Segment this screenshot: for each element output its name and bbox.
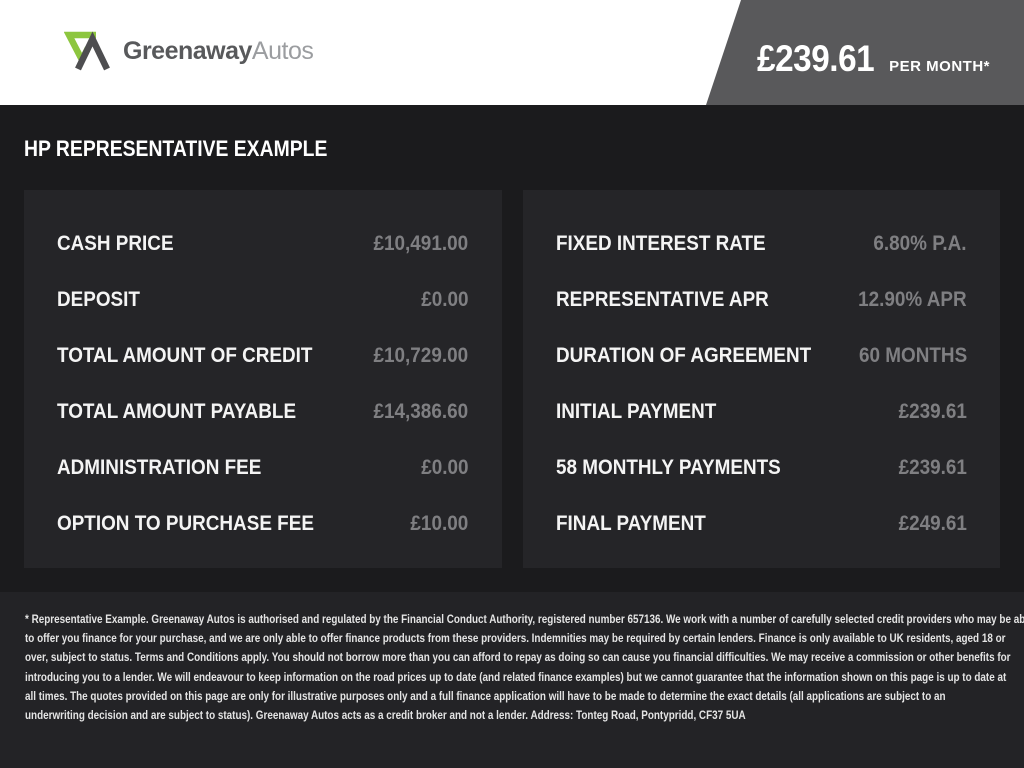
finance-row-label: TOTAL AMOUNT PAYABLE bbox=[57, 400, 297, 423]
finance-row: TOTAL AMOUNT OF CREDIT £10,729.00 bbox=[57, 328, 469, 384]
finance-row-value: £0.00 bbox=[421, 456, 469, 479]
finance-row-value: £239.61 bbox=[898, 400, 967, 423]
finance-row-label: INITIAL PAYMENT bbox=[555, 400, 716, 423]
finance-row-value: £0.00 bbox=[421, 288, 469, 311]
finance-row-label: ADMINISTRATION FEE bbox=[57, 456, 262, 479]
finance-row-value: £14,386.60 bbox=[373, 400, 469, 423]
disclaimer-line: over, subject to status. Terms and Condi… bbox=[25, 652, 1011, 665]
finance-row: TOTAL AMOUNT PAYABLE £14,386.60 bbox=[57, 384, 469, 440]
finance-row: OPTION TO PURCHASE FEE £10.00 bbox=[57, 496, 469, 552]
disclaimer: * Representative Example. Greenaway Auto… bbox=[0, 592, 1024, 768]
finance-row: CASH PRICE £10,491.00 bbox=[57, 216, 469, 272]
finance-row-label: TOTAL AMOUNT OF CREDIT bbox=[57, 344, 313, 367]
brand-name-light: Autos bbox=[251, 36, 314, 65]
finance-row-label: FINAL PAYMENT bbox=[555, 512, 706, 535]
finance-row-value: 6.80% P.A. bbox=[873, 232, 967, 255]
finance-row-value: £10,491.00 bbox=[373, 232, 469, 255]
disclaimer-line: introducing you to a lender. We will end… bbox=[25, 671, 1007, 684]
finance-row: FIXED INTEREST RATE 6.80% P.A. bbox=[556, 216, 968, 272]
finance-panel-left: CASH PRICE £10,491.00 DEPOSIT £0.00 TOTA… bbox=[24, 190, 502, 568]
finance-row-value: £239.61 bbox=[898, 456, 967, 479]
finance-panel-right: FIXED INTEREST RATE 6.80% P.A. REPRESENT… bbox=[522, 190, 1000, 568]
finance-row-label: CASH PRICE bbox=[57, 232, 174, 255]
main-content: HP REPRESENTATIVE EXAMPLE CASH PRICE £10… bbox=[0, 105, 1024, 568]
finance-row-value: £249.61 bbox=[898, 512, 967, 535]
brand-name: GreenawayAutos bbox=[123, 36, 314, 66]
monthly-price-banner: £239.61 PER MONTH* bbox=[706, 0, 1024, 105]
finance-row-value: £10.00 bbox=[410, 512, 469, 535]
finance-row-value: £10,729.00 bbox=[373, 344, 469, 367]
finance-panels: CASH PRICE £10,491.00 DEPOSIT £0.00 TOTA… bbox=[24, 190, 1000, 568]
page-title: HP REPRESENTATIVE EXAMPLE bbox=[24, 136, 328, 161]
finance-row: ADMINISTRATION FEE £0.00 bbox=[57, 440, 469, 496]
finance-row: FINAL PAYMENT £249.61 bbox=[556, 496, 968, 552]
finance-row-label: OPTION TO PURCHASE FEE bbox=[57, 512, 314, 535]
disclaimer-line: * Representative Example. Greenaway Auto… bbox=[25, 614, 1024, 626]
brand-name-bold: Greenaway bbox=[123, 36, 252, 65]
monthly-price-period: PER MONTH* bbox=[889, 58, 990, 75]
disclaimer-line: to offer you finance for your purchase, … bbox=[25, 633, 1006, 646]
finance-row: DEPOSIT £0.00 bbox=[57, 272, 469, 328]
finance-row: REPRESENTATIVE APR 12.90% APR bbox=[556, 272, 968, 328]
finance-row: 58 MONTHLY PAYMENTS £239.61 bbox=[556, 440, 968, 496]
brand-logo-link[interactable]: GreenawayAutos bbox=[63, 31, 314, 71]
finance-row: DURATION OF AGREEMENT 60 MONTHS bbox=[556, 328, 968, 384]
finance-row-label: REPRESENTATIVE APR bbox=[555, 288, 769, 311]
disclaimer-line: underwriting decision and are subject to… bbox=[25, 710, 746, 723]
finance-row-label: 58 MONTHLY PAYMENTS bbox=[555, 456, 781, 479]
finance-row-label: FIXED INTEREST RATE bbox=[555, 232, 766, 255]
finance-row-label: DURATION OF AGREEMENT bbox=[555, 344, 811, 367]
finance-row-value: 60 MONTHS bbox=[858, 344, 967, 367]
finance-row-value: 12.90% APR bbox=[858, 288, 967, 311]
finance-row-label: DEPOSIT bbox=[57, 288, 140, 311]
brand-logo-icon bbox=[63, 31, 112, 71]
disclaimer-line: all times. The quotes provided on this p… bbox=[25, 690, 946, 703]
finance-row: INITIAL PAYMENT £239.61 bbox=[556, 384, 968, 440]
monthly-price-amount: £239.61 bbox=[756, 38, 875, 79]
header: GreenawayAutos £239.61 PER MONTH* bbox=[0, 0, 1024, 105]
